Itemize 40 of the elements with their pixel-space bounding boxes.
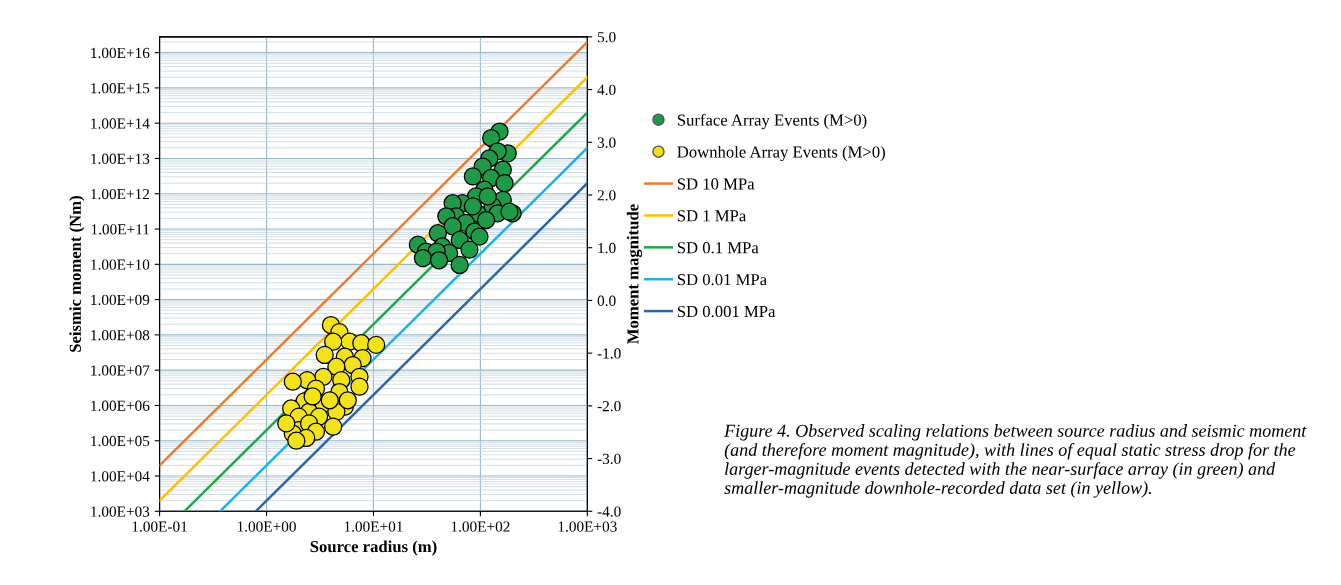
x-tick-label: 1.00E+00 xyxy=(237,521,296,532)
x-tick-label: 1.00E+03 xyxy=(558,521,617,532)
y2-tick-label: 4.0 xyxy=(597,84,616,96)
caption: Figure 4. Observed scaling relations between source radius and seismic moment (and therefore moment magnitude), with lines of equal static stress drop for the larger-magnitude events detected with the near-surface array (in green) and smaller-magnitude downhole-recorded data set (in yellow). xyxy=(724,424,1307,498)
legend-label: SD 0.01 MPa xyxy=(677,273,767,286)
legend-label: Surface Array Events (M>0) xyxy=(677,113,867,130)
y-tick-label: 1.00E+08 xyxy=(91,330,150,341)
y-tick-label: 1.00E+14 xyxy=(91,118,150,129)
y2-tick-label: 5.0 xyxy=(597,32,616,43)
legend-label: SD 0.001 MPa xyxy=(677,305,776,318)
y2-axis-title: Moment magnitude xyxy=(626,204,643,344)
y-tick-label: 1.00E+13 xyxy=(91,153,150,164)
y2-tick-label: -3.0 xyxy=(597,453,621,465)
y-tick-label: 1.00E+15 xyxy=(91,83,150,94)
y-tick-label: 1.00E+10 xyxy=(91,259,150,270)
y2-tick-label: 3.0 xyxy=(597,137,616,148)
y2-tick-label: 1.0 xyxy=(598,242,616,254)
y-tick-label: 1.00E+05 xyxy=(91,435,150,447)
y-tick-label: 1.00E+07 xyxy=(91,365,150,376)
y-tick-label: 1.00E+04 xyxy=(91,471,150,482)
x-axis-title: Source radius (m) xyxy=(310,540,437,556)
y-axis-title: Seismic moment (Nm) xyxy=(69,196,85,352)
y2-tick-label: 0.0 xyxy=(597,295,616,306)
y2-tick-label: -4.0 xyxy=(597,506,621,517)
legend-label: SD 0.1 MPa xyxy=(677,242,759,254)
x-tick-label: 1.00E+02 xyxy=(451,521,510,532)
legend-label: SD 10 MPa xyxy=(677,178,755,190)
y-tick-label: 1.00E+12 xyxy=(91,188,150,200)
legend-label: Downhole Array Events (M>0) xyxy=(677,145,885,162)
y2-tick-label: -1.0 xyxy=(597,348,621,359)
y-tick-label: 1.00E+16 xyxy=(91,47,150,59)
y-tick-label: 1.00E+06 xyxy=(91,400,150,411)
x-tick-label: 1.00E-01 xyxy=(132,521,187,532)
y-tick-label: 1.00E+09 xyxy=(91,294,150,306)
legend-label: SD 1 MPa xyxy=(677,210,747,222)
y-tick-label: 1.00E+11 xyxy=(91,224,149,235)
y2-tick-label: -2.0 xyxy=(597,401,621,412)
y2-tick-label: 2.0 xyxy=(597,190,616,201)
y-tick-label: 1.00E+03 xyxy=(91,506,150,517)
x-tick-label: 1.00E+01 xyxy=(344,521,403,532)
